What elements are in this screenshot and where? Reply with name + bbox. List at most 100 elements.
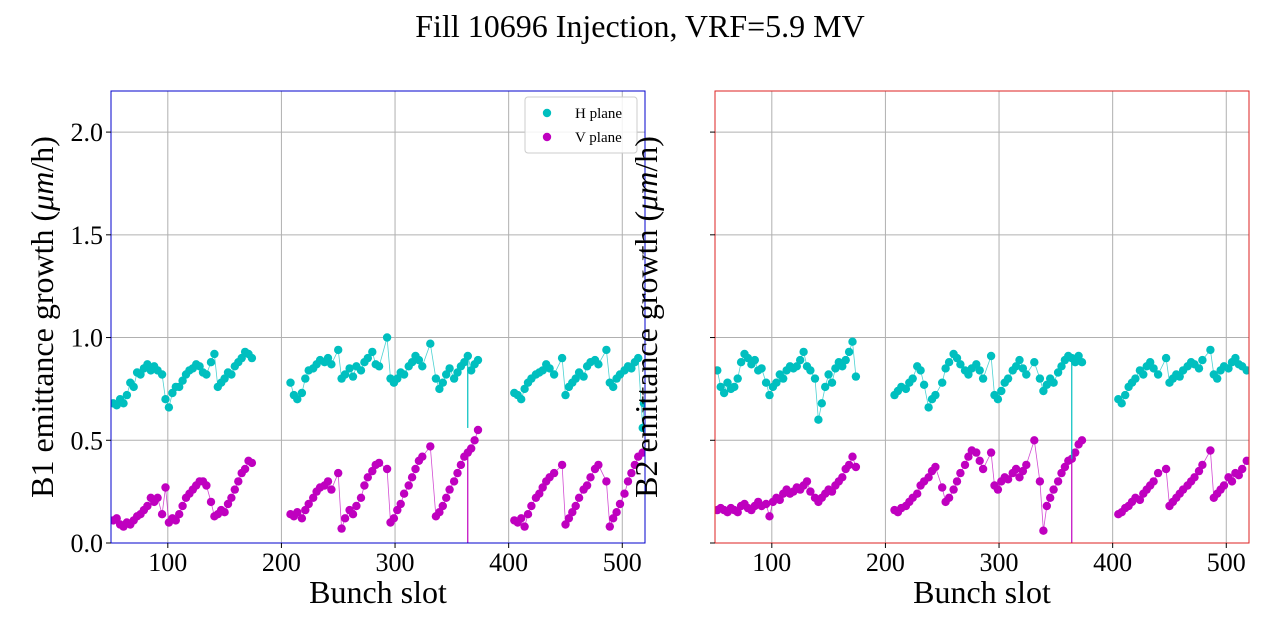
b1-h-plane-point: [557, 353, 567, 363]
b2-v-plane-point: [986, 448, 996, 457]
b1-v-plane-point: [161, 483, 170, 492]
b1-v-plane-point: [230, 485, 239, 494]
b1-v-plane-point: [520, 522, 529, 531]
b2-h-plane-point: [761, 378, 771, 387]
b1-h-plane-point: [460, 358, 469, 367]
b2-h-plane-point: [978, 374, 988, 383]
b1-v-plane-point: [171, 516, 180, 525]
b1-h-plane-point: [195, 362, 204, 371]
b2-v-plane-point: [1030, 436, 1039, 445]
b1-v-plane-point: [360, 481, 369, 490]
b2-h-plane-point: [779, 374, 788, 383]
b1-v-plane-point: [612, 508, 621, 517]
b1-h-plane-point: [520, 384, 529, 394]
b2-v-plane-point: [1022, 460, 1031, 470]
b2-v-plane-point: [1161, 464, 1171, 474]
b2-h-plane-point: [1161, 353, 1171, 363]
b2-v-plane-point: [956, 468, 965, 478]
b2-plot-area: [715, 337, 1249, 543]
b2-h-plane-point: [1003, 374, 1013, 383]
b2-v-plane-point: [765, 512, 774, 521]
b2-h-plane-point: [944, 358, 954, 367]
b2-h-plane-point: [848, 337, 857, 346]
b1-h-plane-point: [237, 353, 246, 363]
b2-h-plane-point: [1042, 380, 1052, 389]
b1-v-plane-point: [605, 522, 614, 531]
b1-v-plane-point: [363, 473, 372, 482]
b2-v-plane-point: [944, 493, 954, 502]
b1-h-plane-point: [220, 374, 229, 383]
b2-v-plane-point: [960, 460, 970, 470]
b2-h-plane-point: [1206, 345, 1215, 355]
b2-v-plane-point: [972, 448, 981, 457]
x-tick-label: 500: [603, 548, 642, 577]
b1-v-plane-point: [586, 473, 595, 482]
b1-h-plane-point: [247, 353, 257, 363]
b1-v-plane-point: [638, 448, 645, 457]
b1-frame: [110, 90, 646, 544]
b1-v-plane-point: [348, 510, 358, 519]
b1-v-plane-point: [206, 497, 216, 507]
b1-h-plane-point: [467, 366, 476, 375]
b2-h-plane-point: [817, 399, 826, 408]
b1-v-plane-point: [582, 481, 592, 490]
b1-v-plane-point: [627, 468, 636, 478]
b2-v-plane-point: [1035, 477, 1045, 486]
b2-v-plane-point: [978, 464, 988, 474]
b2-v-plane-point: [851, 462, 861, 472]
legend-label: H plane: [575, 106, 622, 122]
b2-h-plane-point: [919, 380, 929, 389]
b2-v-plane-point: [1219, 481, 1229, 490]
b2-v-plane-point: [1153, 468, 1163, 478]
b1-h-plane-point: [449, 374, 459, 383]
b1-v-plane-point: [227, 493, 236, 502]
legend-marker: [542, 108, 552, 118]
b1-h-plane-point: [164, 403, 174, 412]
b2-v-plane-point: [1190, 473, 1199, 482]
b1-v-plane-point: [445, 485, 454, 494]
b2-v-plane-point: [1046, 493, 1055, 502]
b2-v-plane-point: [1234, 471, 1244, 480]
b2-v-plane-point: [1049, 485, 1058, 494]
b2-v-plane-point: [952, 477, 962, 486]
b1-v-plane-point: [620, 489, 629, 498]
b2-h-plane-point: [975, 366, 984, 375]
b2-h-plane-point: [750, 355, 759, 365]
b2-v-plane-point: [993, 485, 1003, 494]
b1-legend: H plane V plane: [524, 96, 638, 154]
b2-h-plane-point: [1049, 378, 1058, 387]
b2-h-plane-point: [806, 366, 815, 375]
b1-v-plane-point: [143, 501, 152, 511]
b2-h-plane-point: [1153, 370, 1163, 379]
b1-h-plane-point: [119, 399, 128, 408]
b2-h-plane-point: [824, 370, 833, 379]
b2-h-plane-point: [757, 364, 766, 373]
legend-box: [524, 96, 638, 154]
b2-h-plane-point: [931, 390, 940, 400]
b1-v-plane-point: [574, 493, 584, 502]
b2-h-plane-point: [716, 382, 725, 392]
b1-v-plane-point: [453, 468, 462, 478]
b2-h-plane-point: [1131, 374, 1140, 383]
b2-h-plane-point: [924, 403, 933, 412]
b1-h-plane-point: [627, 364, 636, 373]
y-tick-label: 2.0: [71, 118, 104, 147]
b2-h-plane-point: [1175, 372, 1184, 381]
b1-v-plane-point: [470, 436, 479, 445]
b1-h-plane-point: [210, 349, 219, 359]
b1-h-plane-point: [286, 378, 295, 387]
b2-h-plane-point: [1077, 358, 1087, 367]
b1-h-plane-point: [407, 358, 417, 367]
b2-v-plane-point: [1003, 475, 1013, 484]
b1-v-plane-point: [393, 505, 402, 515]
b2-h-plane-point: [730, 382, 739, 392]
b1-h-plane-point: [561, 390, 570, 400]
b1-v-plane-point: [594, 460, 603, 470]
b2-v-plane-point: [1060, 462, 1070, 472]
b2-h-plane-point: [964, 370, 973, 379]
b1-v-plane-point: [609, 514, 618, 523]
b1-v-plane-point: [435, 508, 444, 517]
b2-h-plane-point: [792, 362, 801, 371]
b2-v-plane-point: [964, 452, 973, 461]
b2-h-plane-point: [1039, 386, 1048, 396]
